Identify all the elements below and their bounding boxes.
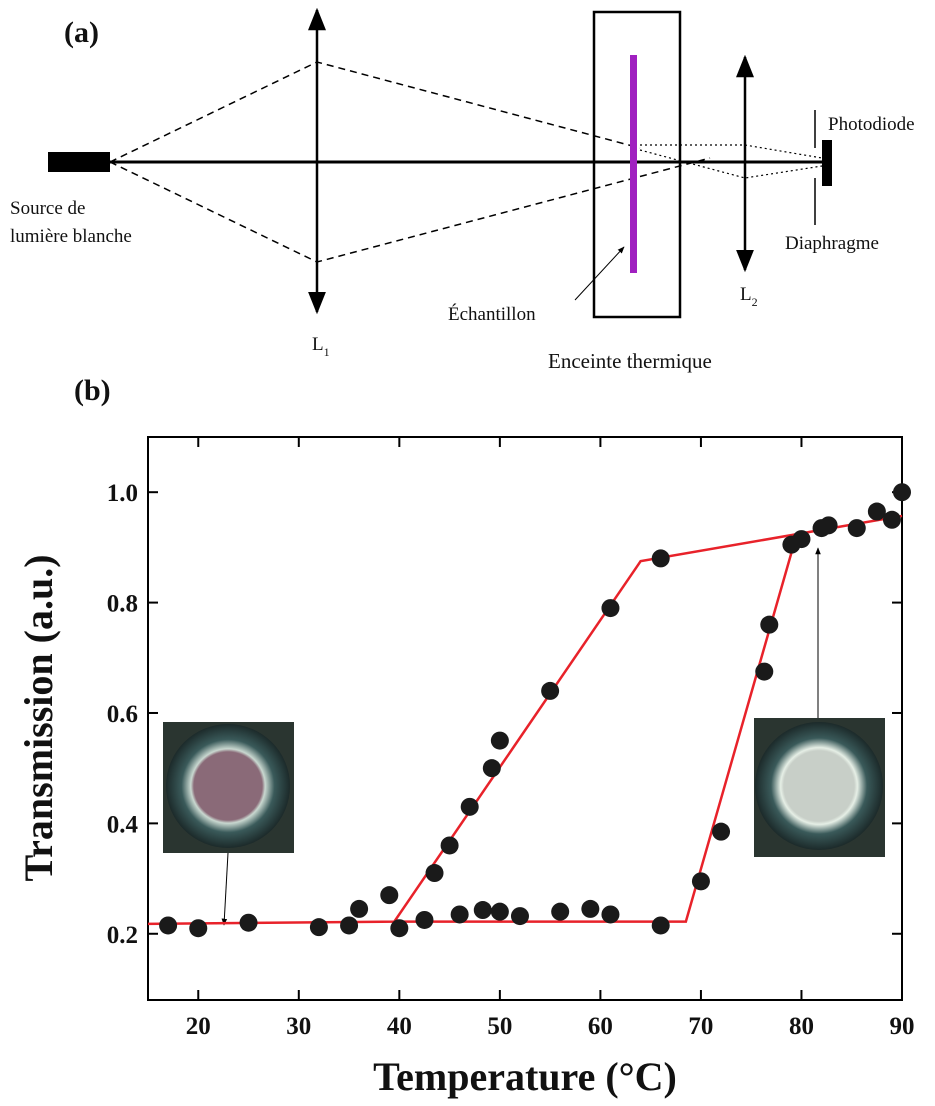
data-point [712,822,731,841]
data-point [893,483,911,502]
data-point [760,615,779,634]
data-point [882,510,901,529]
data-point [350,899,369,918]
x-tick-label: 50 [487,1013,512,1040]
data-point [847,519,866,538]
x-tick-label: 80 [789,1013,814,1040]
data-point [581,899,600,918]
data-point [601,599,620,618]
fit-line [147,514,903,926]
sample [630,55,637,273]
chamber-label: Enceinte thermique [548,349,712,373]
data-point [415,910,434,929]
data-point [482,759,501,778]
plot-frame [147,436,903,1001]
panel-label: (b) [74,374,111,407]
data-point [380,886,399,905]
data-point [651,916,670,935]
light-source [48,152,110,172]
data-point [309,918,328,937]
sample-pointer [574,246,625,301]
y-tick-label: 0.6 [107,701,138,728]
data-point [819,516,838,535]
lens-label: L1 [312,334,330,359]
x-tick-label: 60 [588,1013,613,1040]
data-point [651,549,670,568]
data-point [792,530,811,549]
data-point [601,905,620,924]
data-point [551,902,570,921]
data-point [473,901,492,920]
inset-pointer [221,852,229,926]
source-label: lumière blanche [10,226,132,247]
photodiode [822,140,832,186]
data-point [425,864,444,883]
inset-photo-sample [166,724,290,848]
data-point [450,905,469,924]
inset-photo-sample [755,722,883,850]
data-point [189,919,208,938]
y-axis-title: Transmission (a.u.) [16,554,61,881]
data-point [691,872,710,891]
data-point [440,836,459,855]
data-point [159,916,178,935]
data-point [239,913,258,932]
lens-label-text: L [312,334,324,355]
source-label: Source de [10,198,85,219]
data-point [490,731,509,750]
sample-label: Échantillon [448,303,536,325]
x-axis-title: Temperature (°C) [373,1054,677,1099]
y-tick-label: 1.0 [107,480,138,507]
chart: (b) Temperature (°C) Transmission (a.u.)… [16,374,915,1099]
y-tick-label: 0.8 [107,591,138,618]
lens-label-sub: 1 [324,345,330,359]
x-tick-label: 70 [688,1013,713,1040]
data-point [541,681,560,700]
data-point [510,907,529,926]
data-point [755,662,774,681]
x-tick-label: 30 [286,1013,311,1040]
lens-label-sub: 2 [752,295,758,309]
diaphragm-label: Diaphragme [785,233,879,254]
data-point [340,916,359,935]
panel-label: (a) [64,16,99,49]
x-tick-label: 90 [890,1013,915,1040]
data-point [390,919,409,938]
optical-setup: (a) Source de lumière blanche L1 L2 Écha… [10,7,915,373]
lens-label-text: L [740,284,752,305]
fit-line [394,534,798,923]
x-tick-label: 40 [387,1013,412,1040]
y-tick-label: 0.4 [107,811,139,838]
photodiode-label: Photodiode [828,114,915,135]
data-point [867,502,886,521]
y-tick-label: 0.2 [107,922,138,949]
data-point [460,797,479,816]
thermal-chamber [592,10,682,319]
data-point [490,902,509,921]
x-tick-label: 20 [186,1013,211,1040]
lens-label: L2 [740,284,758,309]
